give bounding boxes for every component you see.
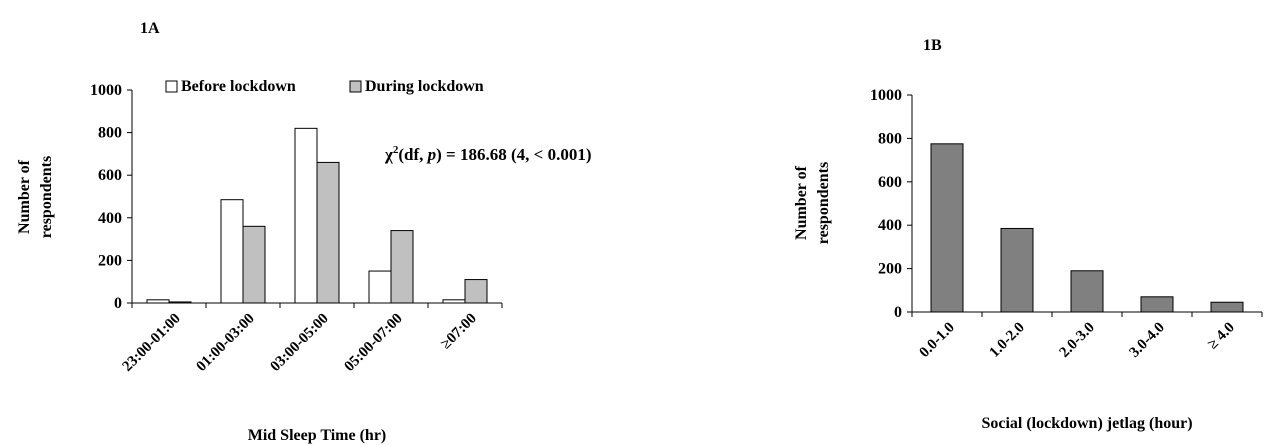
bar — [464, 279, 488, 304]
y-tick-label: 800 — [98, 125, 122, 142]
axes-1b — [911, 95, 1262, 313]
y-axis-label-line: Number of — [16, 159, 33, 234]
x-tick-label: ≥07:00 — [438, 311, 480, 353]
chi-symbol: χ — [384, 145, 393, 164]
y-tick-label: 200 — [98, 252, 122, 269]
axes-1a — [131, 90, 502, 304]
y-tick-label: 0 — [114, 295, 122, 312]
panel-1b: 1B Number of respondents 0 200 400 600 800 100… — [793, 37, 1263, 432]
bar — [1140, 296, 1174, 313]
y-tick-label: 600 — [98, 167, 122, 184]
y-tick-label: 800 — [878, 130, 902, 147]
legend-swatch-before — [165, 80, 178, 93]
x-tick-label: 01:00-03:00 — [193, 311, 257, 375]
panel-label-1b: 1B — [923, 37, 942, 54]
y-axis-label-line: respondents — [38, 156, 55, 238]
legend-label-before: Before lockdown — [181, 78, 296, 95]
y-axis-label-1b: Number of respondents — [793, 162, 832, 244]
x-axis-label-1a: Mid Sleep Time (hr) — [248, 427, 387, 444]
chi-square-annotation: χ2(df, p) = 186.68 (4, < 0.001) — [384, 144, 592, 164]
legend-label-during: During lockdown — [365, 78, 484, 95]
x-tick-label: 1.0-2.0 — [986, 320, 1027, 361]
bar — [242, 225, 266, 304]
bar — [930, 143, 964, 313]
bars-1b — [930, 143, 1244, 313]
bar — [390, 230, 414, 304]
y-ticks-1b: 0 200 400 600 800 1000 — [870, 87, 912, 321]
y-ticks-1a: 0 200 400 600 800 1000 — [90, 82, 132, 312]
x-tick-label: 0.0-1.0 — [916, 320, 957, 361]
chi-post: ) = 186.68 (4, < 0.001) — [436, 145, 591, 164]
bar — [220, 199, 244, 304]
bar — [1070, 270, 1104, 313]
bar — [316, 161, 340, 304]
x-ticks-1a: 23:00-01:00 01:00-03:00 03:00-05:00 05:00-0… — [119, 303, 503, 375]
x-tick-label: 03:00-05:00 — [267, 311, 331, 375]
panel-1a: 1A Number of respondents 0 200 400 600 800 100… — [16, 20, 592, 444]
y-tick-label: 200 — [878, 261, 902, 278]
x-tick-label: 05:00-07:00 — [341, 311, 405, 375]
x-axis-label-1b: Social (lockdown) jetlag (hour) — [981, 415, 1192, 432]
y-tick-label: 1000 — [870, 87, 902, 104]
bar — [368, 270, 392, 304]
x-tick-label: 2.0-3.0 — [1056, 320, 1097, 361]
x-ticks-1b: 0.0-1.0 1.0-2.0 2.0-3.0 3.0-4.0 ≥ 4.0 — [911, 312, 1263, 361]
bar — [1000, 227, 1034, 313]
y-tick-label: 400 — [98, 210, 122, 227]
chi-pre: (df, — [398, 145, 427, 164]
y-axis-label-1a: Number of respondents — [16, 156, 55, 238]
x-tick-label: 23:00-01:00 — [119, 311, 183, 375]
y-axis-label-line: respondents — [815, 162, 832, 244]
bar — [294, 127, 318, 304]
legend-1a: Before lockdown During lockdown — [165, 78, 484, 95]
panel-label-1a: 1A — [140, 20, 160, 37]
chi-superscript: 2 — [393, 144, 399, 156]
bar — [1210, 301, 1244, 313]
y-tick-label: 0 — [894, 304, 902, 321]
chi-p: p — [426, 145, 437, 164]
x-tick-label: 3.0-4.0 — [1126, 320, 1167, 361]
y-tick-label: 400 — [878, 217, 902, 234]
y-tick-label: 600 — [878, 174, 902, 191]
y-axis-label-line: Number of — [793, 165, 810, 240]
y-tick-label: 1000 — [90, 82, 122, 99]
legend-swatch-during — [349, 80, 362, 93]
x-tick-label: ≥ 4.0 — [1205, 320, 1238, 353]
